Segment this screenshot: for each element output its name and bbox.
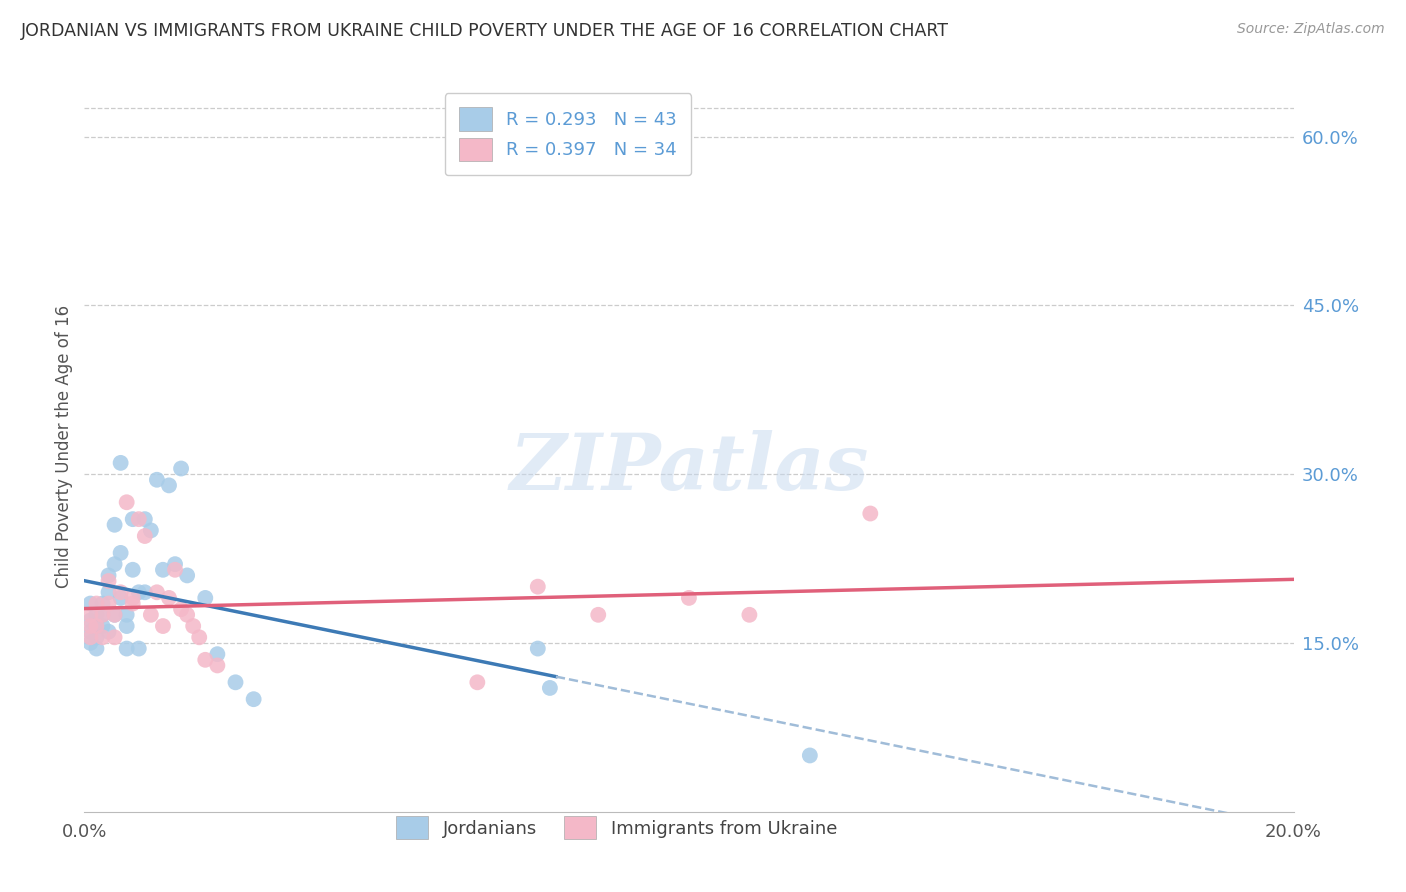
Point [152,619,174,633]
Point [79,624,101,639]
Point [738,607,761,622]
Point [859,507,882,521]
Point [527,641,550,656]
Point [86,619,108,633]
Point [207,658,229,673]
Point [678,591,700,605]
Point [86,619,108,633]
Point [115,641,138,656]
Point [588,607,610,622]
Point [134,585,156,599]
Point [79,619,101,633]
Point [170,602,193,616]
Point [152,563,174,577]
Point [538,681,561,695]
Point [176,607,198,622]
Point [110,585,132,599]
Point [110,591,132,605]
Point [467,675,489,690]
Point [79,636,101,650]
Point [104,607,127,622]
Text: ZIPatlas: ZIPatlas [509,430,869,506]
Point [115,619,138,633]
Point [110,456,132,470]
Point [194,653,217,667]
Point [79,630,101,644]
Point [79,597,101,611]
Point [104,630,127,644]
Point [128,585,150,599]
Text: Source: ZipAtlas.com: Source: ZipAtlas.com [1237,22,1385,37]
Point [121,591,143,605]
Point [91,607,114,622]
Point [121,597,143,611]
Point [157,591,180,605]
Point [134,512,156,526]
Legend: Jordanians, Immigrants from Ukraine: Jordanians, Immigrants from Ukraine [381,802,852,854]
Point [91,630,114,644]
Point [79,607,101,622]
Point [115,495,138,509]
Point [165,563,187,577]
Point [194,591,217,605]
Point [115,607,138,622]
Point [91,619,114,633]
Y-axis label: Child Poverty Under the Age of 16: Child Poverty Under the Age of 16 [55,304,73,588]
Point [86,630,108,644]
Point [110,546,132,560]
Point [86,607,108,622]
Point [207,647,229,661]
Point [181,619,204,633]
Point [104,517,127,532]
Point [97,568,120,582]
Point [104,557,127,571]
Point [225,675,247,690]
Point [188,630,211,644]
Point [97,574,120,588]
Point [121,563,143,577]
Point [134,529,156,543]
Point [97,585,120,599]
Point [157,478,180,492]
Point [139,607,162,622]
Point [146,473,169,487]
Point [139,524,162,538]
Point [97,624,120,639]
Point [91,597,114,611]
Point [128,512,150,526]
Point [121,512,143,526]
Point [170,461,193,475]
Point [128,641,150,656]
Point [97,597,120,611]
Text: JORDANIAN VS IMMIGRANTS FROM UKRAINE CHILD POVERTY UNDER THE AGE OF 16 CORRELATI: JORDANIAN VS IMMIGRANTS FROM UKRAINE CHI… [21,22,949,40]
Point [104,607,127,622]
Point [242,692,264,706]
Point [86,641,108,656]
Point [165,557,187,571]
Point [91,607,114,622]
Point [176,568,198,582]
Point [146,585,169,599]
Point [799,748,821,763]
Point [527,580,550,594]
Point [86,597,108,611]
Point [79,614,101,628]
